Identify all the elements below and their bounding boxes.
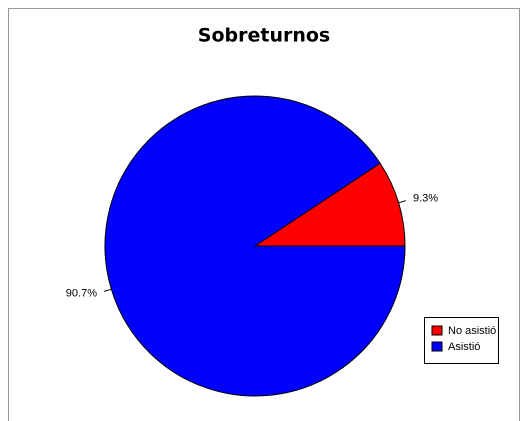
legend-swatch — [431, 325, 443, 336]
legend-box — [424, 317, 499, 364]
legend-label: No asistió — [448, 325, 496, 337]
legend-label: Asistió — [448, 341, 480, 353]
pie-slice — [104, 95, 406, 397]
chart-title: Sobreturnos — [198, 25, 330, 47]
pie-slice — [253, 162, 406, 247]
slice-label: 90.7% — [66, 287, 97, 299]
leader-line — [104, 288, 112, 292]
slice-label: 9.3% — [413, 192, 438, 204]
legend-swatch — [431, 341, 443, 352]
leader-line — [398, 200, 406, 204]
